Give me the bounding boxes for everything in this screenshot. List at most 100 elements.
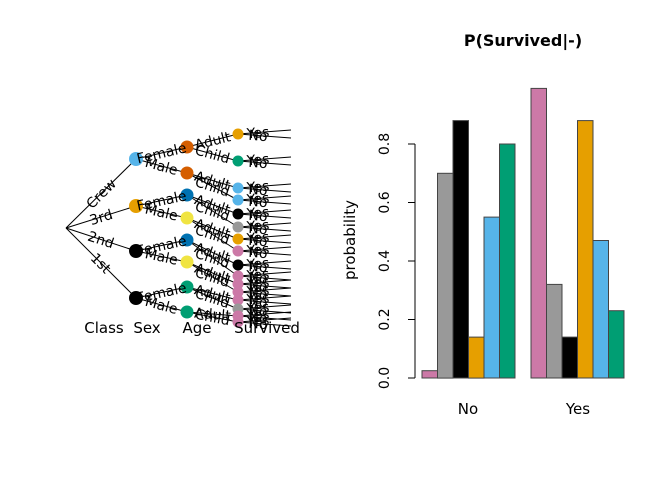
leaf-edge [237, 287, 292, 293]
tree-axis-label-age: Age [182, 319, 211, 337]
edge-label: No [248, 294, 268, 311]
tree-node-dot [180, 233, 194, 247]
bar-No-skyblue [483, 216, 500, 379]
leaf-edge [237, 283, 292, 289]
tree-node-dot [232, 316, 244, 328]
x-category-label-no: No [458, 400, 478, 418]
tree-edge [135, 205, 188, 219]
edge-label: No [248, 182, 268, 199]
tree-axis-labels: Class Sex Age Survived [84, 319, 300, 337]
tree-axis-label-survived: Survived [234, 319, 300, 337]
leaf-edge [237, 234, 292, 240]
tree-node-dot [180, 140, 194, 154]
leaf-edge [237, 129, 292, 135]
leaf-edge [237, 275, 292, 281]
leaf-edge [237, 195, 292, 201]
leaf-edge [237, 295, 292, 301]
tree-node-dot [232, 182, 244, 194]
bar-No-black [452, 120, 469, 379]
tree-edge-labels: Crew3rd2nd1stFemaleMaleFemaleMaleFemaleM… [84, 125, 270, 334]
tree-node-dot [129, 152, 143, 166]
bar-Yes-green [608, 310, 625, 379]
leaf-edge [237, 279, 292, 285]
leaf-edge [237, 271, 292, 277]
edge-label: Adult [194, 306, 232, 325]
bar-chart-panel: P(Survived|-) probability 0.0 0.2 0.4 0.… [341, 31, 625, 418]
leaf-edge [237, 321, 292, 327]
edge-label: Yes [245, 313, 270, 331]
edge-label: 2nd [86, 229, 116, 253]
tree-node-dot [232, 128, 244, 140]
tree-panel: Crew3rd2nd1stFemaleMaleFemaleMaleFemaleM… [65, 125, 300, 337]
tree-edge [135, 194, 188, 207]
tree-edge [135, 239, 188, 252]
tree-edge [135, 286, 188, 299]
edge-label: No [248, 270, 268, 287]
tree-node-dot [129, 199, 143, 213]
leaf-edge [237, 199, 292, 205]
tree-edge [186, 261, 239, 285]
leaf-edge [237, 156, 292, 162]
tree-edge [186, 311, 239, 317]
tree-edge [186, 146, 239, 162]
tree-edge [186, 172, 239, 189]
edge-label: 1st [87, 250, 114, 277]
edge-label: Yes [245, 291, 270, 309]
tree-node-dot [232, 233, 244, 245]
edge-label: Crew [84, 176, 120, 212]
tree-node-dot [232, 155, 244, 167]
tree-edge [135, 158, 188, 174]
edge-label: No [248, 310, 268, 327]
leaf-edge [237, 160, 292, 166]
tree-edge [186, 194, 239, 228]
edge-label: No [248, 128, 268, 145]
y-tick-label: 0.8 [377, 133, 393, 155]
leaf-edge [237, 183, 292, 189]
leaf-edge [237, 317, 292, 323]
edge-label: Yes [245, 218, 270, 236]
leaf-edge [237, 299, 292, 305]
edge-label: No [248, 278, 268, 295]
tree-edge [65, 227, 137, 252]
tree-edge [135, 250, 188, 263]
tree-edge [186, 194, 239, 215]
chart-title: P(Survived|-) [464, 31, 582, 51]
leaf-edge [237, 209, 292, 215]
tree-edge [186, 133, 239, 148]
tree-node-dot [232, 208, 244, 220]
edge-label: Yes [245, 283, 270, 301]
y-axis-title: probability [341, 200, 359, 280]
edge-label: Yes [245, 191, 270, 209]
tree-node-dot [180, 166, 194, 180]
leaf-edge [237, 311, 292, 317]
edge-label: Yes [245, 230, 270, 248]
edge-label: Yes [245, 179, 270, 197]
tree-node-dot [129, 291, 143, 305]
tree-node-dot [180, 305, 194, 319]
edge-label: No [248, 221, 268, 238]
tree-edges [65, 129, 292, 327]
tree-node-dot [232, 294, 244, 306]
bar-Yes-skyblue [592, 240, 609, 379]
tree-node-dot [129, 244, 143, 258]
edge-label: Male [143, 201, 179, 224]
bar-No-orange [468, 336, 485, 379]
y-tick-label: 0.2 [377, 308, 393, 330]
tree-edge [65, 158, 137, 229]
tree-edge [186, 239, 239, 277]
bars [421, 87, 625, 379]
y-axis-ticks [408, 143, 415, 379]
tree-node-dot [180, 211, 194, 225]
leaf-edge [237, 250, 292, 256]
edge-label: Male [143, 246, 179, 269]
tree-edge [186, 286, 239, 301]
edge-label: Yes [245, 205, 270, 223]
bar-Yes-orange [577, 120, 594, 379]
leaf-edge [237, 133, 292, 139]
leaf-edge [237, 226, 292, 232]
edge-label: Yes [245, 267, 270, 285]
y-tick-label: 0.0 [377, 367, 393, 389]
y-axis: 0.0 0.2 0.4 0.6 0.8 [377, 133, 416, 389]
